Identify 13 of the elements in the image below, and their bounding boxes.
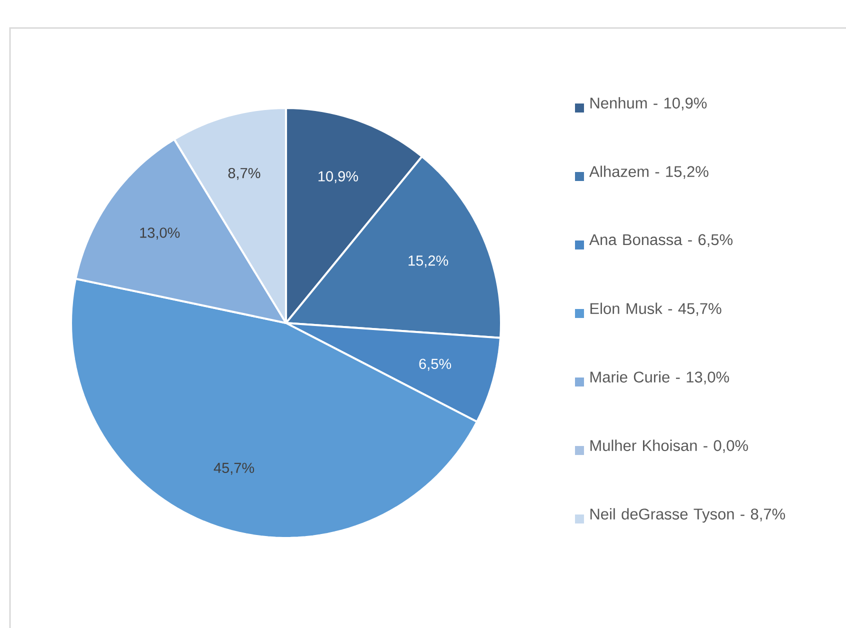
data-label: 13,0% bbox=[140, 228, 180, 240]
data-label: 10,9% bbox=[318, 171, 358, 184]
data-label: 15,2% bbox=[408, 256, 448, 268]
data-label: 6,5% bbox=[419, 358, 452, 371]
legend-label: Elon Musk - 45,7% bbox=[590, 302, 722, 316]
data-label: 8,7% bbox=[228, 168, 260, 180]
legend-label: Marie Curie - 13,0% bbox=[590, 371, 730, 384]
legend-label: Neil deGrasse Tyson - 8,7% bbox=[590, 508, 786, 523]
legend-label: Alhazem - 15,2% bbox=[589, 166, 708, 179]
legend-label: Mulher Khoisan - 0,0% bbox=[590, 440, 748, 453]
data-label: 45,7% bbox=[214, 462, 254, 475]
legend-label: Ana Bonassa - 6,5% bbox=[589, 234, 733, 247]
legend-label: Nenhum - 10,9% bbox=[590, 97, 707, 110]
